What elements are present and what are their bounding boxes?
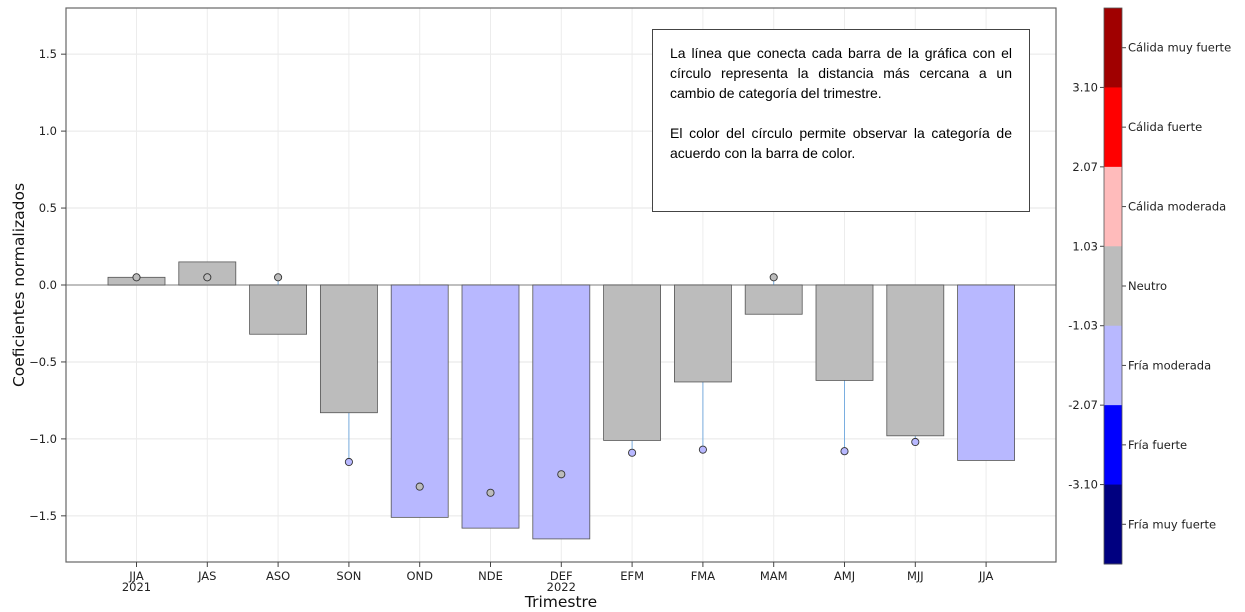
bar — [532, 284, 591, 540]
x-tick-label: MAM — [760, 569, 788, 583]
y-tick-label: 0.0 — [39, 278, 57, 292]
x-tick-label: JJA — [978, 569, 994, 583]
bar — [886, 284, 945, 437]
category-circle — [274, 273, 283, 282]
y-tick-label: 0.5 — [39, 201, 57, 215]
colorbar-boundary-label: 1.03 — [1072, 239, 1098, 253]
colorbar-segment — [1104, 484, 1122, 565]
colorbar-segment — [1104, 405, 1122, 486]
category-circle — [203, 273, 212, 282]
x-tick-label: ASO — [266, 569, 290, 583]
x-tick-label: FMA — [691, 569, 716, 583]
x-tick-label: DEF — [550, 569, 573, 583]
x-tick-label: NDE — [478, 569, 503, 583]
x-tick-label: AMJ — [834, 569, 855, 583]
x-axis-label: Trimestre — [524, 593, 597, 611]
annotation-text-2: El color del círculo permite observar la… — [670, 125, 1012, 161]
x-tick-label: OND — [406, 569, 433, 583]
x-tick-label: JAS — [197, 569, 216, 583]
x-tick-label: EFM — [620, 569, 644, 583]
colorbar-boundary-label: -2.07 — [1068, 398, 1098, 412]
colorbar-category-label: Fría fuerte — [1128, 438, 1187, 452]
colorbar-boundary-label: -3.10 — [1068, 478, 1098, 492]
colorbar-segment — [1104, 8, 1122, 88]
bar — [815, 284, 874, 381]
x-tick-sublabel: 2022 — [547, 580, 576, 594]
annotation-box: La línea que conecta cada barra de la gr… — [652, 29, 1030, 212]
colorbar-segment — [1104, 166, 1122, 247]
x-tick-label: MJJ — [907, 569, 924, 583]
y-tick-label: 1.5 — [39, 47, 57, 61]
bar — [319, 284, 378, 414]
category-circle — [840, 447, 849, 456]
y-tick-label: −1.5 — [29, 509, 57, 523]
colorbar-boundary-label: 3.10 — [1072, 80, 1098, 94]
colorbar-category-label: Cálida moderada — [1128, 200, 1226, 214]
bar — [957, 284, 1015, 461]
colorbar-category-label: Neutro — [1128, 279, 1167, 293]
x-tick-label: JJA — [128, 569, 144, 583]
bar — [390, 284, 449, 518]
annotation-text-1: La línea que conecta cada barra de la gr… — [670, 45, 1012, 101]
bar — [603, 284, 661, 441]
category-circle — [911, 437, 920, 447]
y-tick-label: −1.0 — [29, 432, 57, 446]
colorbar-frame — [1103, 7, 1123, 565]
colorbar-category-label: Cálida fuerte — [1128, 120, 1202, 134]
category-circle — [698, 445, 707, 454]
colorbar-boundary-label: 2.07 — [1072, 160, 1098, 174]
x-tick-sublabel: 2021 — [122, 580, 151, 594]
bar — [249, 284, 308, 335]
bar — [674, 284, 732, 383]
category-circle — [486, 488, 495, 497]
colorbar-category-label: Fría moderada — [1128, 358, 1211, 372]
colorbar-boundary-label: -1.03 — [1068, 319, 1098, 333]
colorbar-segment — [1104, 325, 1122, 406]
colorbar-category-label: Cálida muy fuerte — [1128, 41, 1231, 55]
colorbar-category-label: Fría muy fuerte — [1128, 517, 1216, 531]
y-axis-label: Coeficientes normalizados — [10, 183, 28, 387]
category-circle — [132, 273, 141, 282]
colorbar-segment — [1104, 87, 1122, 168]
category-circle — [557, 470, 566, 479]
colorbar-segment — [1104, 246, 1122, 327]
bar — [744, 284, 803, 315]
x-tick-label: SON — [336, 569, 361, 583]
y-tick-label: −0.5 — [29, 355, 57, 369]
bar — [461, 284, 520, 529]
category-circle — [628, 448, 637, 457]
category-circle — [344, 457, 353, 467]
y-tick-label: 1.0 — [39, 124, 57, 138]
category-circle — [769, 273, 778, 282]
category-circle — [415, 482, 424, 491]
